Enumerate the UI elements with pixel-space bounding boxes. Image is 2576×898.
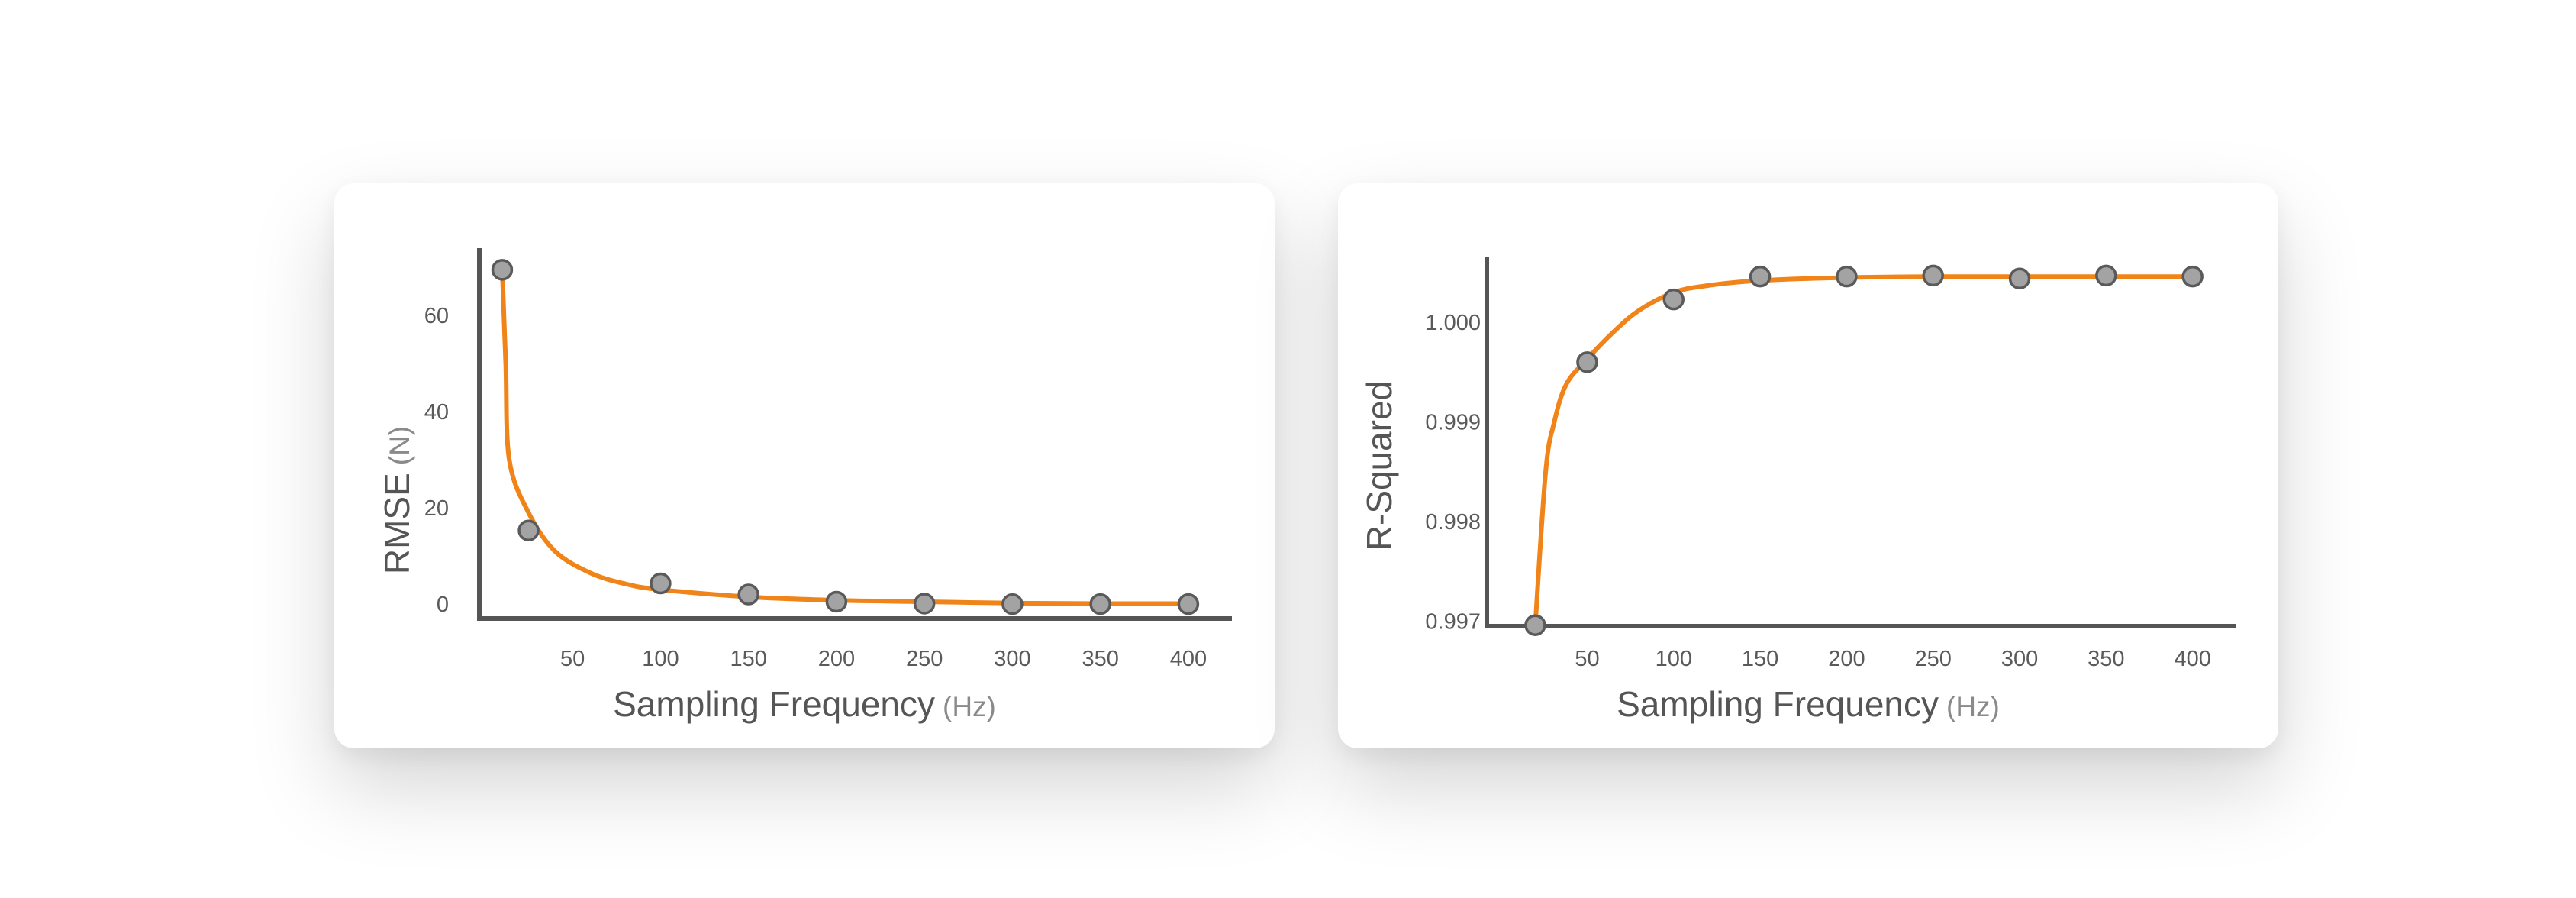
x-tick-label: 200 [818, 647, 855, 671]
data-point [913, 593, 936, 615]
axis-lines [477, 248, 1232, 621]
rmse-chart-card: 0 20 40 60 50 100 150 200 250 300 350 400 RMSE (N) S… [334, 183, 1275, 748]
data-point [1089, 593, 1111, 615]
x-tick-label: 50 [1575, 647, 1599, 671]
data-point [737, 583, 759, 606]
y-axis-unit: (N) [384, 426, 415, 465]
x-tick-label: 350 [2088, 647, 2124, 671]
r-squared-marks: 0.997 0.998 0.999 1.000 50 100 150 200 250 300 350… [1425, 257, 2236, 671]
y-axis-label: R-Squared [1359, 381, 1399, 551]
y-tick-label: 40 [424, 400, 449, 425]
y-tick-label: 0.997 [1425, 609, 1481, 634]
data-point [1001, 593, 1024, 615]
y-tick-label: 20 [424, 496, 449, 521]
rmse-chart: 0 20 40 60 50 100 150 200 250 300 350 400 RMSE (N) S… [377, 248, 1232, 724]
y-tick-label: 1.000 [1425, 311, 1481, 335]
data-point [2095, 264, 2117, 287]
x-axis-unit: (Hz) [943, 691, 996, 722]
y-tick-label: 0.999 [1425, 411, 1481, 435]
x-axis-unit: (Hz) [1946, 691, 2000, 722]
y-tick-label: 0.998 [1425, 510, 1481, 535]
fit-curve [500, 267, 1191, 606]
x-tick-label: 100 [1656, 647, 1692, 671]
x-axis-label: Sampling Frequency [613, 684, 935, 724]
x-tick-label: 400 [2174, 647, 2210, 671]
axis-lines [1485, 257, 2236, 628]
data-point [2008, 267, 2031, 290]
rmse-marks: 0 20 40 60 50 100 150 200 250 300 350 400 [424, 248, 1232, 671]
x-tick-label: 200 [1828, 647, 1865, 671]
data-point [1524, 614, 1546, 636]
r-squared-chart: 0.997 0.998 0.999 1.000 50 100 150 200 250 300 350… [1359, 257, 2236, 724]
fit-curve [1533, 274, 2195, 628]
data-point [517, 519, 540, 541]
x-axis-label: Sampling Frequency [1617, 684, 1939, 724]
x-tick-label: 100 [642, 647, 679, 671]
data-point [2181, 265, 2204, 288]
data-point [1177, 593, 1200, 615]
x-tick-label: 150 [1742, 647, 1778, 671]
x-tick-label: 250 [1915, 647, 1952, 671]
x-axis-title: Sampling Frequency (Hz) [613, 684, 996, 724]
x-tick-label: 150 [730, 647, 766, 671]
y-axis-title: R-Squared [1359, 381, 1399, 551]
y-tick-label: 0 [437, 593, 449, 617]
x-tick-label: 250 [906, 647, 943, 671]
data-point [650, 572, 672, 595]
x-tick-label: 50 [560, 647, 585, 671]
x-axis-title: Sampling Frequency (Hz) [1617, 684, 2000, 724]
data-point [1749, 265, 1772, 288]
x-tick-label: 300 [994, 647, 1030, 671]
data-point [1922, 264, 1944, 287]
x-tick-label: 350 [1082, 647, 1118, 671]
data-point [825, 590, 848, 613]
r-squared-chart-card: 0.997 0.998 0.999 1.000 50 100 150 200 250 300 350… [1338, 183, 2278, 748]
y-tick-label: 60 [424, 304, 449, 328]
x-tick-label: 400 [1170, 647, 1207, 671]
y-axis-label: RMSE [377, 473, 417, 574]
data-point [1576, 351, 1598, 373]
data-point [1836, 265, 1858, 288]
data-point [1662, 288, 1685, 311]
y-axis-title: RMSE (N) [377, 426, 417, 574]
x-tick-label: 300 [2001, 647, 2038, 671]
data-point [491, 259, 514, 281]
